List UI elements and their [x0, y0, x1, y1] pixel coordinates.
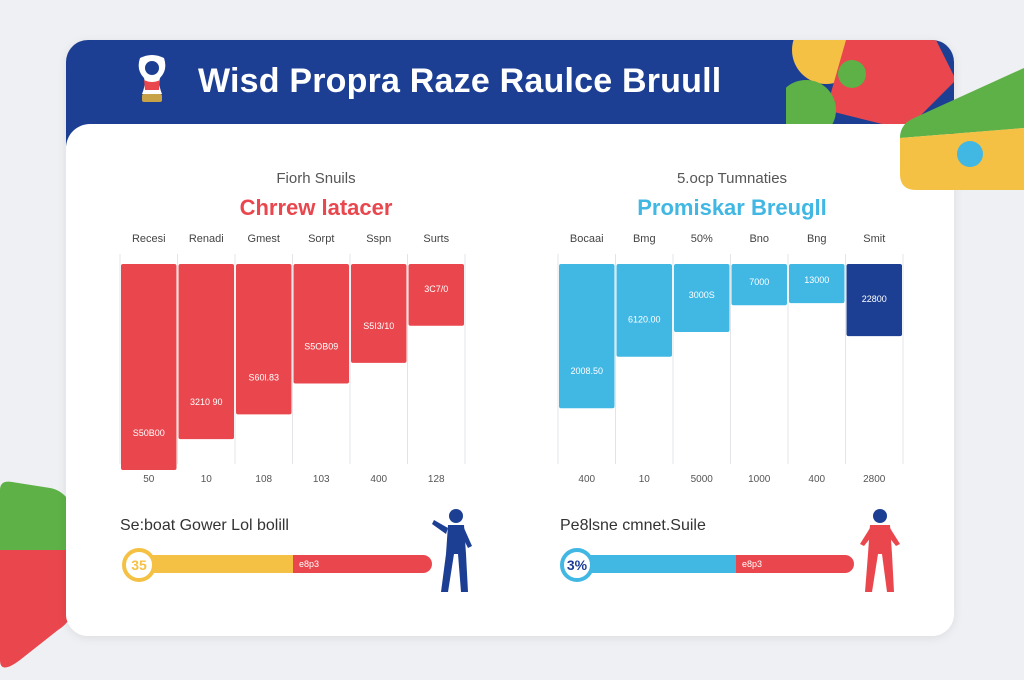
right-panel-subtitle: 5.ocp Tumnaties [676, 170, 788, 187]
left-chart-bar [408, 264, 464, 326]
left-chart-bar [351, 264, 407, 363]
left-chart-category-label: Sorpt [308, 233, 334, 245]
right-chart-bar [674, 264, 730, 332]
left-chart-bottom-label: 108 [255, 474, 272, 484]
player-figure-navy-icon [432, 509, 472, 592]
right-chart-bottom-label: 400 [808, 474, 825, 484]
left-chart-bar [178, 264, 234, 440]
right-chart-data-label: 2008.50 [570, 366, 603, 376]
trophy-logo-icon [138, 55, 166, 102]
right-chart-bar [846, 264, 902, 337]
right-gauge-fill [574, 555, 736, 573]
content-area: Fiorh Snuils Chrrew latacer 5.ocp Tumnat… [66, 124, 954, 636]
right-chart-category-label: Smit [863, 233, 885, 245]
right-chart-bottom-label: 10 [639, 474, 651, 484]
right-chart-category-label: Bno [749, 233, 769, 245]
right-chart-bar [559, 264, 615, 409]
left-chart-data-label: 3210 90 [190, 397, 223, 407]
right-gauge-segment-label: e8p3 [742, 559, 763, 569]
left-gauge-fill [136, 555, 293, 573]
left-chart-bar [236, 264, 292, 415]
left-chart-bottom-label: 10 [201, 474, 213, 484]
left-chart-data-label: S50B00 [133, 428, 165, 438]
left-chart-category-label: Renadi [189, 233, 224, 245]
right-chart-bottom-label: 1000 [748, 474, 771, 484]
left-chart-bottom-label: 400 [370, 474, 387, 484]
left-bar-chart: Recesi S50B00 50 Renadi 3210 90 10 Gmest S60l.8… [119, 233, 466, 484]
left-chart-category-label: Surts [423, 233, 449, 245]
left-chart-data-label: S5I3/10 [363, 321, 394, 331]
right-chart-bottom-label: 400 [578, 474, 595, 484]
decor-shape-right [900, 68, 1024, 190]
right-gauge-badge: 3% [560, 548, 594, 582]
right-chart-category-label: 50% [691, 233, 713, 245]
right-section-label: Pe8lsne cmnet.Suile [560, 517, 706, 534]
right-chart-data-label: 13000 [804, 275, 829, 285]
right-chart-data-label: 22800 [862, 294, 887, 304]
left-chart-data-label: S60l.83 [248, 372, 279, 382]
right-panel-title: Promiskar Breugll [637, 195, 827, 220]
left-panel-subtitle: Fiorh Snuils [276, 170, 356, 187]
left-gauge-segment-label: e8p3 [299, 559, 320, 569]
left-panel-title: Chrrew latacer [239, 195, 393, 220]
right-chart-category-label: Bmg [633, 233, 656, 245]
left-gauge-bar: e8p3 [136, 555, 432, 573]
right-chart-data-label: 7000 [749, 277, 769, 287]
right-panel-header: 5.ocp Tumnaties Promiskar Breugll [622, 170, 842, 221]
right-chart-data-label: 6120.00 [628, 315, 661, 325]
right-chart-bottom-label: 5000 [691, 474, 714, 484]
left-gauge-badge: 35 [122, 548, 156, 582]
right-chart-category-label: Bng [807, 233, 827, 245]
right-chart-bottom-label: 2800 [863, 474, 886, 484]
left-section-label: Se:boat Gower Lol bolill [120, 517, 289, 534]
right-chart-bar [731, 264, 787, 306]
left-chart-bar [121, 264, 177, 470]
player-figure-red-icon [860, 509, 900, 592]
left-chart-data-label: S5OB09 [304, 341, 338, 351]
right-bar-chart: Bocaai 2008.50 400 Bmg 6120.00 10 50% 3000S 5000… [557, 233, 904, 484]
page-title: Wisd Propra Raze Raulce Bruull [198, 62, 722, 100]
left-panel-header: Fiorh Snuils Chrrew latacer [206, 170, 426, 221]
decor-left-svg [0, 481, 80, 668]
dashboard-card: Wisd Propra Raze Raulce Bruull Fiorh Snu… [66, 40, 954, 636]
left-chart-bottom-label: 128 [428, 474, 445, 484]
left-chart-data-label: 3C7/0 [424, 284, 448, 294]
right-chart-bar [789, 264, 845, 304]
left-chart-bottom-label: 103 [313, 474, 330, 484]
left-chart-category-label: Recesi [132, 233, 166, 245]
left-chart-bottom-label: 50 [143, 474, 155, 484]
right-chart-data-label: 3000S [689, 290, 715, 300]
left-chart-category-label: Sspn [366, 233, 391, 245]
right-chart-category-label: Bocaai [570, 233, 604, 245]
left-chart-category-label: Gmest [248, 233, 280, 245]
right-gauge-bar: e8p3 [574, 555, 854, 573]
right-chart-bar [616, 264, 672, 357]
left-chart-bar [293, 264, 349, 384]
